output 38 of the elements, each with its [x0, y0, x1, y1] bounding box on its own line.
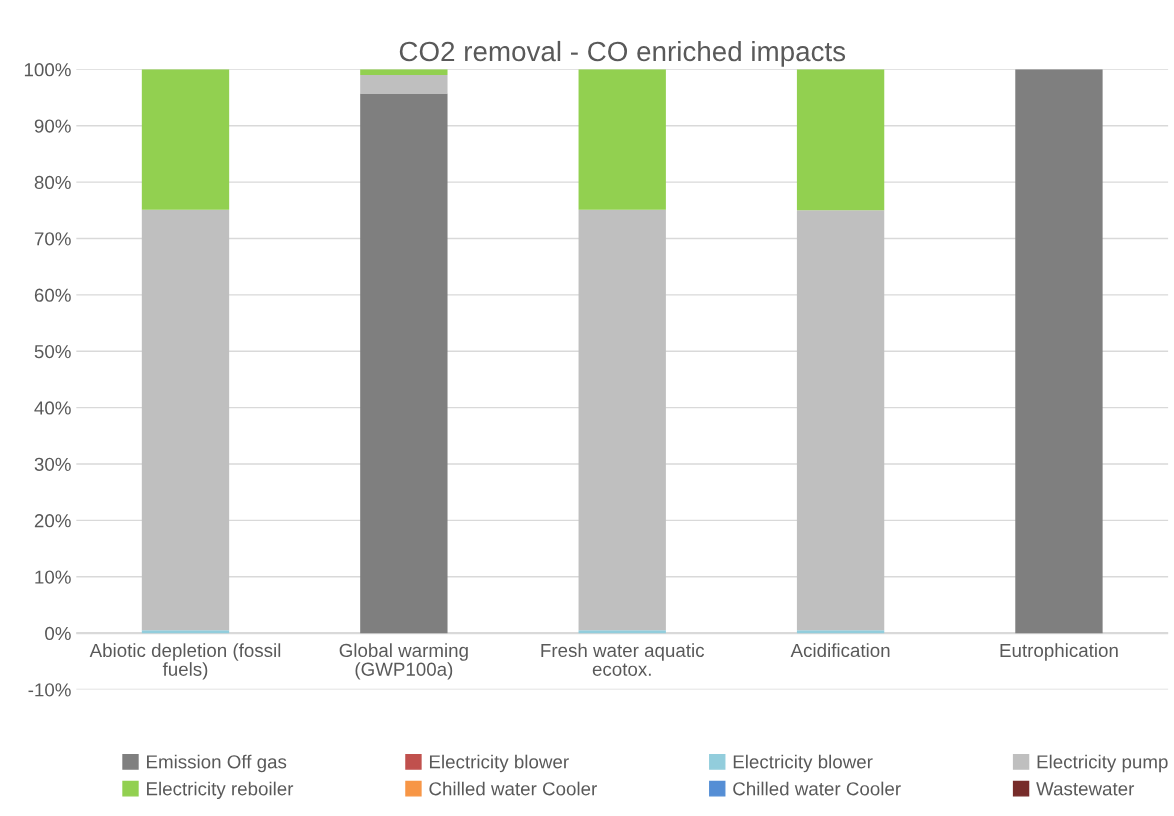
legend-label: Emission Off gas	[147, 754, 287, 773]
bar	[578, 69, 666, 210]
bar	[1015, 69, 1103, 634]
y-tick-label: 30%	[34, 457, 71, 471]
y-tick-label: 40%	[34, 401, 71, 415]
x-tick-label: Fresh water aquatic ecotox.	[541, 643, 705, 676]
y-tick-label: 70%	[34, 232, 71, 246]
bar	[141, 630, 230, 634]
legend-label: Wastewater	[1036, 782, 1135, 796]
bar	[360, 93, 448, 634]
y-tick-label: 100%	[24, 63, 71, 77]
bar	[360, 75, 448, 94]
chart-title: CO2 removal - CO enriched impacts	[399, 40, 846, 67]
bar	[141, 209, 230, 631]
y-tick-label: 90%	[34, 119, 71, 133]
bar	[578, 630, 666, 634]
legend-label: Chilled water Cooler	[733, 781, 901, 796]
x-tick-label: Global warming (GWP100a)	[339, 643, 468, 680]
y-tick-label: 80%	[34, 175, 71, 190]
legend-label: Electricity pump	[1037, 754, 1168, 773]
y-tick-label: 0%	[45, 626, 71, 641]
legend-label: Chilled water Cooler	[429, 781, 597, 796]
y-tick-label: -10%	[28, 683, 71, 697]
x-tick-label: Abiotic depletion (fossil fuels)	[89, 643, 281, 680]
legend-label: Electricity blower	[733, 754, 873, 773]
legend-label: Electricity reboiler	[147, 781, 294, 800]
x-tick-label: Acidification	[790, 643, 890, 658]
y-tick-label: 10%	[35, 570, 71, 584]
bar	[141, 69, 230, 210]
bar	[796, 630, 885, 634]
x-tick-label: Eutrophication	[1000, 643, 1118, 661]
bar	[796, 69, 885, 211]
bar	[578, 209, 666, 631]
legend-label: Electricity blower	[429, 754, 569, 773]
y-tick-label: 60%	[34, 288, 71, 302]
y-tick-label: 20%	[34, 514, 71, 528]
bar	[796, 210, 885, 631]
y-tick-label: 50%	[34, 344, 71, 359]
